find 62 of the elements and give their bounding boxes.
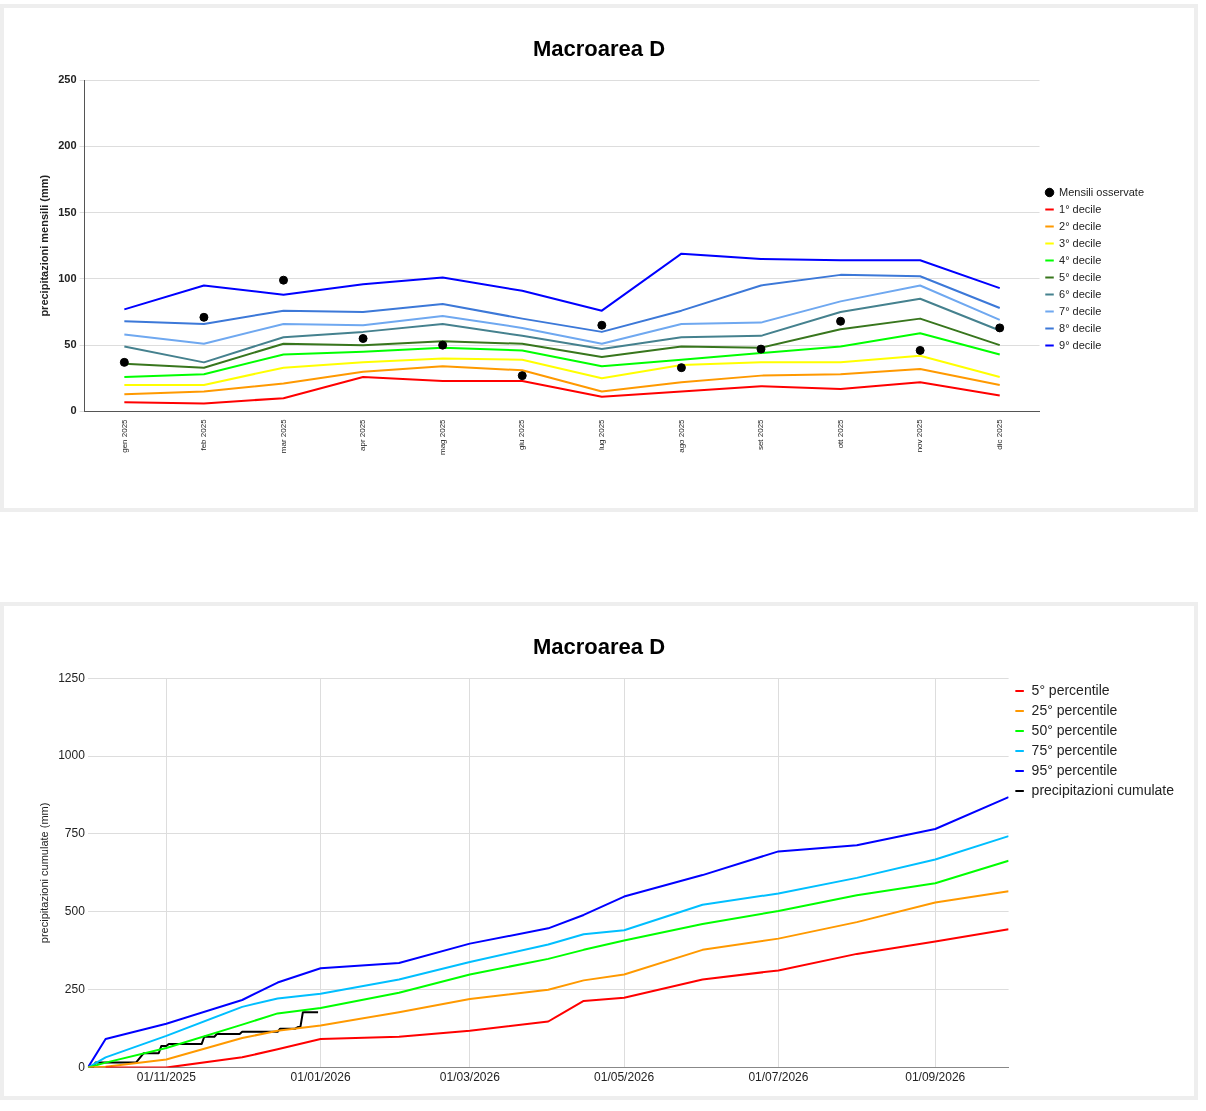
legend-label: 95° percentile bbox=[1031, 761, 1118, 778]
legend-label: 75° percentile bbox=[1031, 741, 1118, 758]
y-tick-label: 1250 bbox=[58, 670, 86, 685]
x-tick-label: apr 2025 bbox=[358, 418, 368, 452]
point bbox=[756, 344, 766, 354]
x-tick-label: 01/09/2026 bbox=[905, 1070, 966, 1085]
x-tick-label: 01/11/2025 bbox=[136, 1070, 197, 1085]
x-tick-label: gen 2025 bbox=[119, 418, 129, 453]
point bbox=[836, 316, 846, 326]
x-tick-label: 01/07/2026 bbox=[748, 1070, 809, 1085]
x-tick-label: nov 2025 bbox=[915, 418, 925, 453]
point bbox=[358, 334, 368, 344]
x-tick-label: mag 2025 bbox=[437, 418, 447, 456]
y-tick-label: 250 bbox=[58, 73, 77, 86]
legend-label: 9° decile bbox=[1059, 338, 1102, 351]
legend-label: 4° decile bbox=[1059, 253, 1102, 266]
x-tick-label: ago 2025 bbox=[676, 418, 686, 453]
point bbox=[995, 323, 1005, 333]
chart-title: Macroarea D bbox=[531, 633, 667, 661]
legend-label: 2° decile bbox=[1059, 219, 1102, 232]
legend-label: 5° percentile bbox=[1031, 681, 1110, 698]
point bbox=[517, 371, 527, 381]
y-tick-label: 100 bbox=[58, 271, 77, 284]
legend-label: 8° decile bbox=[1059, 321, 1102, 334]
legend-label: 5° decile bbox=[1059, 270, 1102, 283]
y-tick-label: 500 bbox=[64, 904, 86, 919]
x-tick-label: 01/03/2026 bbox=[439, 1070, 501, 1085]
y-tick-label: 200 bbox=[58, 139, 77, 152]
legend-label: 6° decile bbox=[1059, 287, 1102, 300]
x-tick-label: mar 2025 bbox=[278, 418, 288, 454]
x-tick-label: 01/01/2026 bbox=[290, 1070, 351, 1085]
point bbox=[676, 363, 686, 373]
x-tick-label: lug 2025 bbox=[597, 418, 607, 451]
point bbox=[119, 357, 129, 367]
y-axis-title: precipitazioni mensili (mm) bbox=[37, 174, 50, 317]
point bbox=[279, 275, 289, 285]
legend-label: 1° decile bbox=[1059, 202, 1102, 215]
legend-label: 50° percentile bbox=[1031, 721, 1118, 738]
y-tick-label: 0 bbox=[78, 1059, 86, 1074]
x-tick-label: dic 2025 bbox=[994, 418, 1004, 450]
point bbox=[597, 320, 607, 330]
x-tick-label: ott 2025 bbox=[835, 418, 845, 449]
legend-label: 25° percentile bbox=[1031, 701, 1118, 718]
x-tick-label: 01/05/2026 bbox=[594, 1070, 655, 1085]
point bbox=[438, 340, 448, 350]
legend-label: 3° decile bbox=[1059, 236, 1102, 249]
chart-title: Macroarea D bbox=[531, 35, 667, 63]
y-axis-title: precipitazioni cumulate (mm) bbox=[37, 802, 50, 944]
y-tick-label: 0 bbox=[70, 404, 77, 417]
legend-label: Mensili osservate bbox=[1059, 185, 1145, 198]
legend-label: 7° decile bbox=[1059, 304, 1102, 317]
y-tick-label: 750 bbox=[64, 826, 86, 841]
y-tick-label: 250 bbox=[64, 982, 86, 997]
y-tick-label: 50 bbox=[64, 338, 77, 351]
x-tick-label: giu 2025 bbox=[517, 418, 527, 451]
legend-label: precipitazioni cumulate bbox=[1031, 781, 1175, 798]
point bbox=[915, 345, 925, 355]
x-tick-label: feb 2025 bbox=[199, 418, 209, 451]
y-tick-label: 1000 bbox=[58, 748, 86, 763]
x-tick-label: set 2025 bbox=[756, 418, 766, 451]
y-tick-label: 150 bbox=[58, 205, 77, 218]
point bbox=[199, 312, 209, 322]
